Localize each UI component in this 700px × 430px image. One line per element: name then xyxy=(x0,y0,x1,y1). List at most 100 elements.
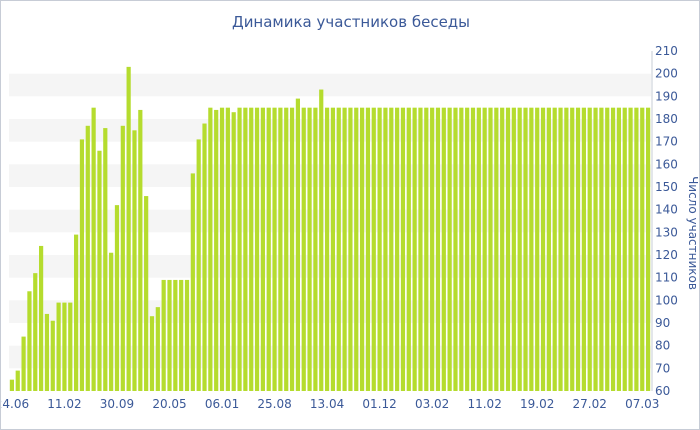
bar[interactable] xyxy=(155,307,160,391)
bar[interactable] xyxy=(161,279,166,391)
bar[interactable] xyxy=(284,107,289,392)
bar[interactable] xyxy=(15,370,20,391)
bar[interactable] xyxy=(120,125,125,392)
bar[interactable] xyxy=(412,107,417,392)
bar[interactable] xyxy=(395,107,400,392)
bar[interactable] xyxy=(529,107,534,392)
bar[interactable] xyxy=(272,107,277,392)
bar[interactable] xyxy=(465,107,470,392)
bar[interactable] xyxy=(564,107,569,392)
bar[interactable] xyxy=(225,107,230,392)
bar[interactable] xyxy=(33,273,38,391)
bar[interactable] xyxy=(97,150,102,391)
bar[interactable] xyxy=(167,279,172,391)
bar[interactable] xyxy=(91,107,96,392)
bar[interactable] xyxy=(441,107,446,392)
bar[interactable] xyxy=(377,107,382,392)
bar[interactable] xyxy=(254,107,260,392)
bar[interactable] xyxy=(68,302,73,391)
bar[interactable] xyxy=(278,107,283,392)
bar[interactable] xyxy=(640,107,645,392)
bar[interactable] xyxy=(575,107,581,392)
bar[interactable] xyxy=(324,107,330,392)
bar[interactable] xyxy=(558,107,563,392)
bar[interactable] xyxy=(348,107,353,392)
bar[interactable] xyxy=(336,107,341,392)
bar[interactable] xyxy=(79,139,85,391)
bar[interactable] xyxy=(266,107,271,392)
bar[interactable] xyxy=(599,107,604,392)
bar[interactable] xyxy=(330,107,336,392)
bar[interactable] xyxy=(85,125,90,392)
bar[interactable] xyxy=(295,98,300,391)
bar[interactable] xyxy=(301,107,306,392)
bar[interactable] xyxy=(628,107,633,392)
bar[interactable] xyxy=(360,107,365,392)
bar[interactable] xyxy=(237,107,242,392)
bar[interactable] xyxy=(109,252,114,391)
bar[interactable] xyxy=(307,107,312,392)
bar[interactable] xyxy=(435,107,441,392)
bar[interactable] xyxy=(400,107,406,392)
bar[interactable] xyxy=(231,112,236,391)
bar[interactable] xyxy=(173,279,178,391)
bar[interactable] xyxy=(27,291,32,391)
bar[interactable] xyxy=(289,107,295,392)
bar[interactable] xyxy=(634,107,639,392)
bar[interactable] xyxy=(605,107,610,392)
bar[interactable] xyxy=(260,107,265,392)
bar[interactable] xyxy=(540,107,546,392)
bar[interactable] xyxy=(126,66,131,392)
bar[interactable] xyxy=(406,107,411,392)
bar[interactable] xyxy=(144,196,149,391)
bar[interactable] xyxy=(39,245,44,391)
bar[interactable] xyxy=(459,107,464,392)
bar[interactable] xyxy=(74,234,79,391)
bar[interactable] xyxy=(319,89,324,391)
bar[interactable] xyxy=(447,107,452,392)
bar[interactable] xyxy=(196,139,201,391)
bar[interactable] xyxy=(453,107,458,392)
bar[interactable] xyxy=(645,107,651,392)
bar[interactable] xyxy=(184,279,190,391)
bar[interactable] xyxy=(505,107,511,392)
bar[interactable] xyxy=(208,107,213,392)
bar[interactable] xyxy=(517,107,522,392)
bar[interactable] xyxy=(476,107,481,392)
bar[interactable] xyxy=(132,130,137,391)
bar[interactable] xyxy=(56,302,61,391)
bar[interactable] xyxy=(21,336,26,391)
bar[interactable] xyxy=(511,107,516,392)
bar[interactable] xyxy=(622,107,627,392)
bar[interactable] xyxy=(219,107,225,392)
bar[interactable] xyxy=(430,107,435,392)
bar[interactable] xyxy=(593,107,598,392)
bar[interactable] xyxy=(149,316,155,391)
bar[interactable] xyxy=(371,107,376,392)
bar[interactable] xyxy=(365,107,371,392)
bar[interactable] xyxy=(179,279,184,391)
bar[interactable] xyxy=(190,173,195,391)
bar[interactable] xyxy=(552,107,557,392)
bar[interactable] xyxy=(383,107,388,392)
bar[interactable] xyxy=(50,320,55,391)
bar[interactable] xyxy=(500,107,505,392)
bar[interactable] xyxy=(103,128,108,391)
bar[interactable] xyxy=(354,107,359,392)
bar[interactable] xyxy=(570,107,575,392)
bar[interactable] xyxy=(214,109,219,392)
bar[interactable] xyxy=(202,123,207,391)
bar[interactable] xyxy=(342,107,347,392)
bar[interactable] xyxy=(616,107,621,392)
bar[interactable] xyxy=(389,107,394,392)
bar[interactable] xyxy=(535,107,540,392)
bar[interactable] xyxy=(488,107,493,392)
bar[interactable] xyxy=(587,107,592,392)
bar[interactable] xyxy=(313,107,318,392)
bar[interactable] xyxy=(610,107,616,392)
bar[interactable] xyxy=(494,107,499,392)
bar[interactable] xyxy=(249,107,254,392)
bar[interactable] xyxy=(581,107,586,392)
bar[interactable] xyxy=(523,107,528,392)
bar[interactable] xyxy=(470,107,476,392)
